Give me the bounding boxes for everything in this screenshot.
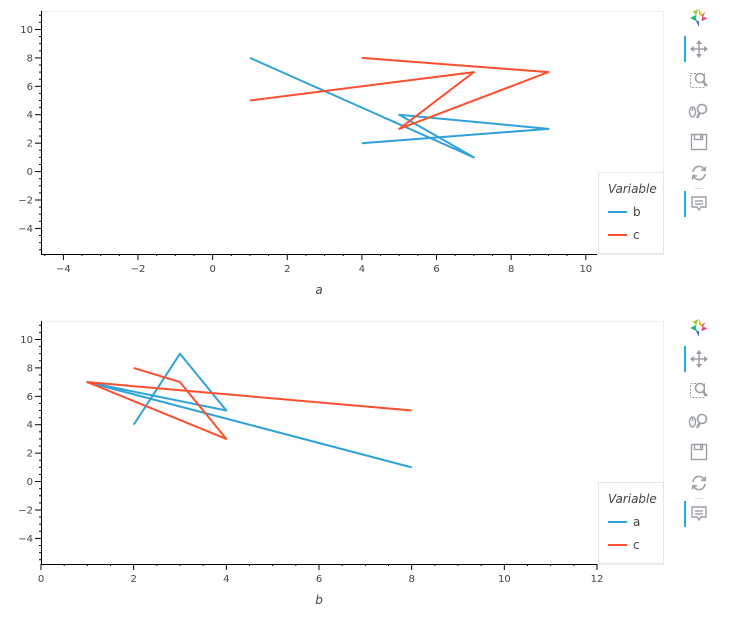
legend: Variable ac [598,482,664,564]
x-tick-label: 6 [316,574,322,585]
chart-1: −4 −2 0 2 4 6 8 10 −4 −2 0 2 4 6 8 10 a Variable bc [18,11,664,297]
reset-icon[interactable] [684,470,714,496]
legend-entry: a [633,515,640,529]
x-tick-label: 0 [209,264,215,275]
x-tick-label: 0 [38,574,44,585]
x-axis-label: a [315,283,322,297]
reset-icon[interactable] [684,160,714,186]
series-line-b [249,56,550,159]
x-axis-label: b [315,593,323,607]
y-tick-label: 6 [27,82,33,93]
y-tick-label: 8 [27,363,33,374]
y-tick-label: −2 [18,506,33,517]
x-tick-label: 2 [130,574,136,585]
series-line-a [86,352,412,469]
legend-entry: c [633,538,640,552]
x-tick-label: −4 [56,264,71,275]
y-tick-label: 10 [20,335,33,346]
save-icon[interactable] [684,129,714,155]
save-icon[interactable] [684,439,714,465]
wheel-zoom-icon[interactable] [684,98,714,124]
y-tick-label: 6 [27,392,33,403]
y-tick-label: −2 [18,196,33,207]
hover-icon[interactable] [684,191,714,217]
y-tick-label: −4 [18,224,33,235]
chart-2: −4 −2 0 2 4 6 8 10 0 2 4 6 8 10 12 b Variable ac [18,321,664,607]
y-tick-label: 0 [27,477,33,488]
x-tick-label: −2 [131,264,146,275]
series-line-c [86,366,412,440]
x-tick-label: 6 [433,264,439,275]
x-tick-label: 10 [498,574,511,585]
plot-frame [41,321,664,565]
legend: Variable bc [598,172,664,254]
y-tick-label: 8 [27,53,33,64]
x-tick-label: 2 [284,264,290,275]
y-tick-label: 4 [27,110,33,121]
box-zoom-icon[interactable] [684,377,714,403]
hover-icon[interactable] [684,501,714,527]
wheel-zoom-icon[interactable] [684,408,714,434]
y-tick-label: −4 [18,534,33,545]
legend-title: Variable [608,182,657,196]
box-zoom-icon[interactable] [684,67,714,93]
x-tick-label: 8 [408,574,414,585]
legend-title: Variable [608,492,657,506]
y-tick-label: 0 [27,167,33,178]
legend-entry: b [633,205,641,219]
bokeh-logo-icon[interactable] [684,5,714,31]
plot-frame [41,11,664,255]
pan-icon[interactable] [684,36,714,62]
y-tick-label: 10 [20,25,33,36]
x-tick-label: 10 [579,264,592,275]
x-tick-label: 4 [359,264,365,275]
pan-icon[interactable] [684,346,714,372]
y-tick-label: 2 [27,139,33,150]
x-tick-label: 4 [223,574,229,585]
x-tick-label: 8 [508,264,514,275]
series-line-c [249,56,550,130]
bokeh-logo-icon[interactable] [684,315,714,341]
legend-entry: c [633,228,640,242]
x-tick-label: 12 [591,574,604,585]
y-tick-label: 4 [27,420,33,431]
y-tick-label: 2 [27,449,33,460]
